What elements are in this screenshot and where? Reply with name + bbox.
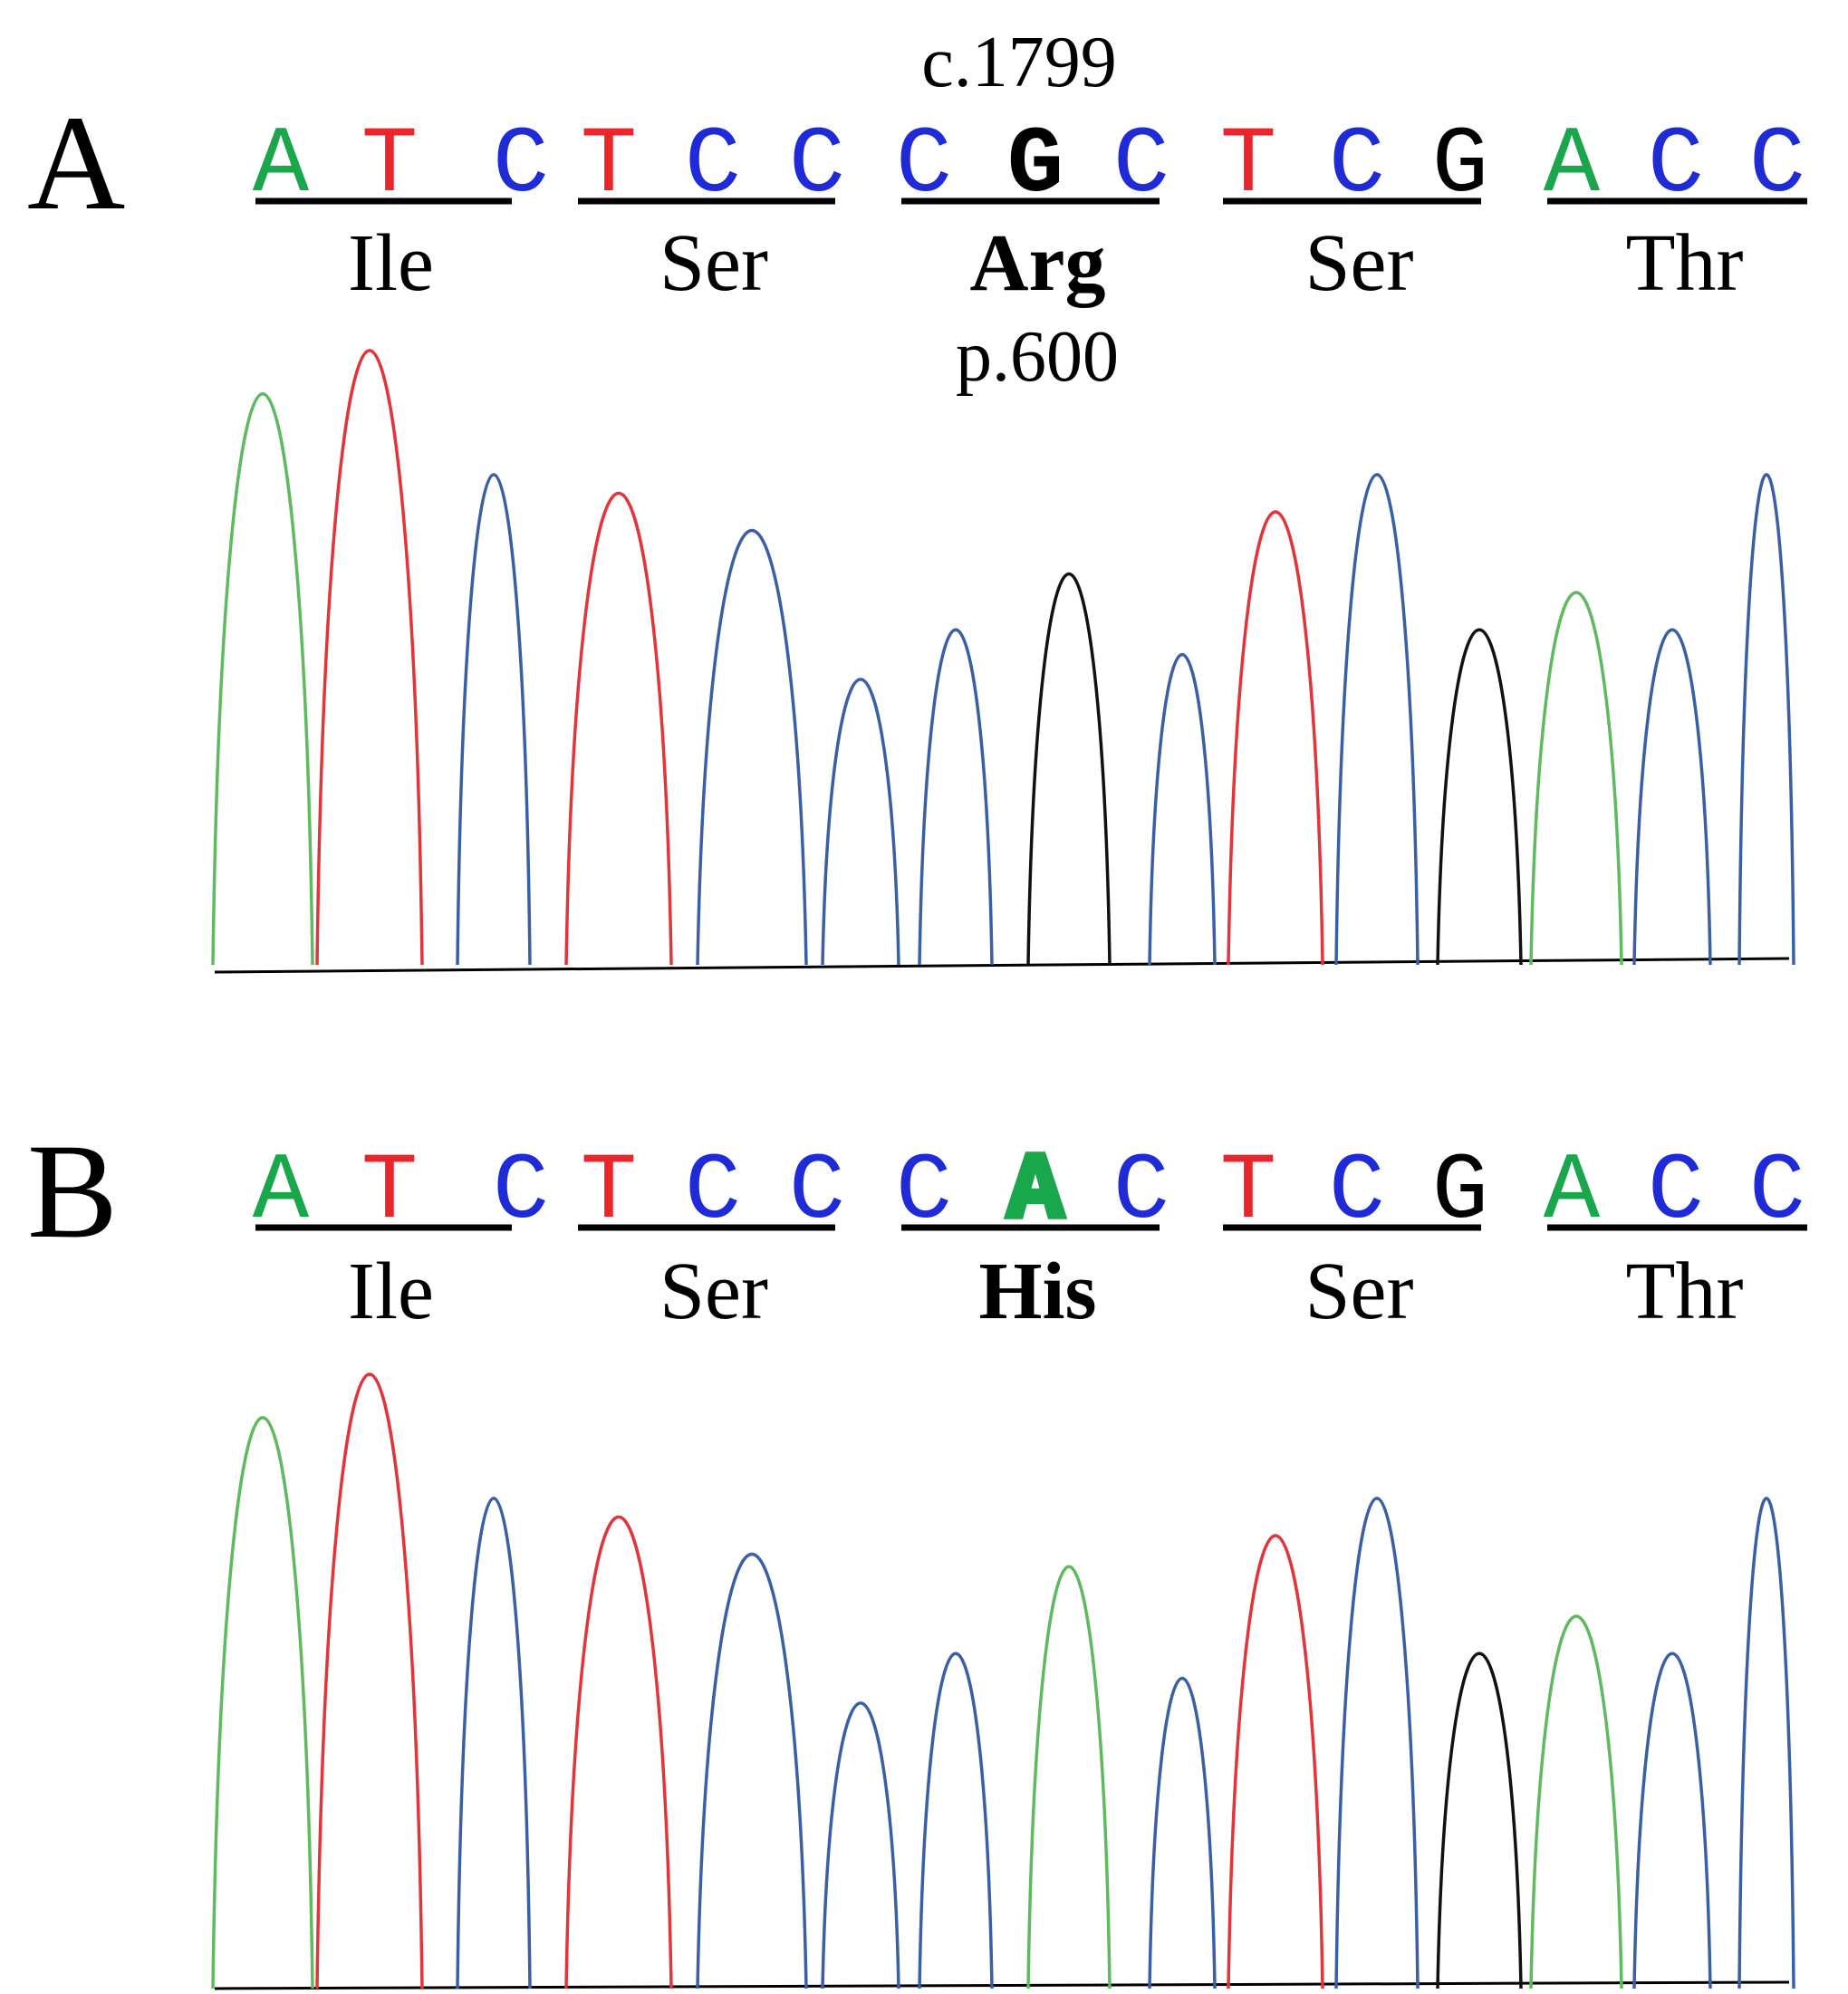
chromatogram-peak [211,392,314,966]
chromatogram-peak [1436,1652,1523,1989]
chromatogram-peak [696,1552,808,1989]
chromatogram-peak [821,678,900,966]
amino-acid-label: Ser [659,218,768,308]
chromatogram-peak [315,349,424,966]
trace-baseline [214,1980,1790,1990]
chromatogram-peak [315,1373,424,1989]
amino-acid-label: Ser [1305,218,1414,308]
chromatogram-peak [918,628,994,966]
panel-label: B [27,1116,118,1267]
chromatogram-peak [696,528,808,966]
panel-label: A [27,88,125,238]
chromatogram-peak [821,1701,900,1989]
trace-baseline [214,957,1790,974]
chromatogram-peak [1632,1652,1712,1989]
chromatogram-peak [1148,1676,1217,1989]
chromatogram-peak [918,1652,994,1989]
chromatogram-peak [1026,1565,1112,1989]
chromatogram-peak [1026,572,1112,966]
amino-acid-label: Thr [1626,218,1744,308]
chromatogram-peak [1334,473,1420,966]
chromatogram-peak [1148,652,1217,966]
amino-acid-label: Ile [348,1247,434,1336]
chromatogram-peak [456,1497,532,1989]
chromatogram-peak [1227,1534,1324,1989]
chromatogram-peak [1227,510,1324,966]
chromatogram-peak [1334,1497,1420,1989]
chromatogram-peak [211,1416,314,1989]
chromatogram-peak [1436,628,1523,966]
cdna-position-label: c.1799 [921,23,1117,102]
chromatogram-peak [1737,473,1795,966]
amino-acid-label: Arg [970,218,1106,308]
chromatogram-peak [456,473,532,966]
chromatogram-peak [1632,628,1712,966]
amino-acid-label: Ile [348,218,434,308]
amino-acid-label: Ser [659,1247,768,1336]
amino-acid-label: His [978,1247,1096,1336]
chromatogram-peak [1529,1614,1623,1989]
chromatogram-peak [564,1515,673,1989]
chromatogram-peak [1737,1497,1795,1989]
chromatogram-peak [564,491,673,966]
protein-position-label: p.600 [956,317,1119,397]
chromatogram-peak [1529,591,1623,966]
amino-acid-label: Thr [1626,1247,1744,1336]
amino-acid-label: Ser [1305,1247,1414,1336]
